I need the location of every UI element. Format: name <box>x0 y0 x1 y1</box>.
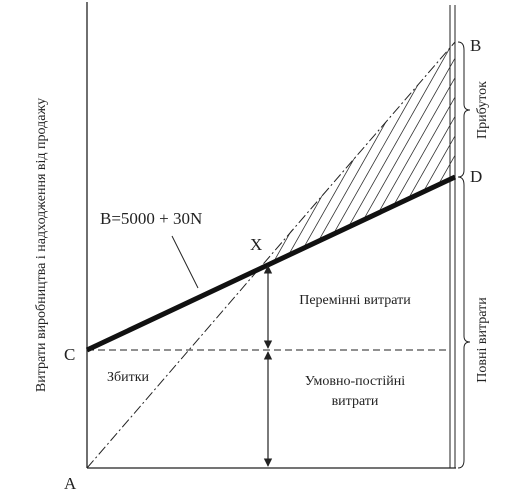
hatch-line <box>258 42 412 269</box>
region-label: Повні витрати <box>475 297 490 383</box>
hatch-line <box>317 42 455 269</box>
point-label: B <box>470 36 481 55</box>
point-label: C <box>64 345 75 364</box>
axis-label: Витрати виробництва і надходження від пр… <box>34 98 49 392</box>
profit-brace <box>457 41 471 178</box>
formula: B=5000 + 30N <box>100 209 202 228</box>
hatch-line <box>339 42 455 269</box>
hatch-line <box>295 42 455 269</box>
point-label: D <box>470 167 482 186</box>
hatch-line <box>258 42 401 269</box>
hatch-line <box>258 42 423 269</box>
hatch-line <box>306 42 455 269</box>
hatch-line <box>449 42 455 269</box>
point-label: X <box>250 235 262 254</box>
total-brace <box>457 176 471 469</box>
hatch-line <box>284 42 455 269</box>
region-label: Умовно-постійні <box>305 374 405 389</box>
region-label: Збитки <box>107 370 150 385</box>
point-label: A <box>64 474 77 493</box>
hatch-line <box>273 42 445 269</box>
hatch-line <box>361 42 455 269</box>
region-label: Перемінні витрати <box>299 293 411 308</box>
region-label: Прибуток <box>475 81 490 139</box>
revenue-line <box>86 41 456 469</box>
total-cost-line <box>85 174 457 353</box>
hatch-line <box>416 42 455 269</box>
leader-line <box>171 235 199 289</box>
hatch-line <box>350 42 455 269</box>
region-label: витрати <box>332 394 379 409</box>
